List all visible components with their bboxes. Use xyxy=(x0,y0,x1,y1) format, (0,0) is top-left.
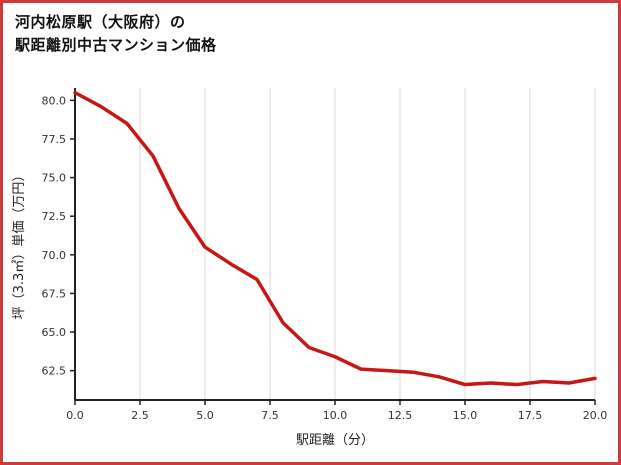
x-tick-label: 0.0 xyxy=(66,409,84,422)
y-tick-label: 75.0 xyxy=(42,172,67,185)
x-tick-label: 2.5 xyxy=(131,409,149,422)
y-tick-label: 70.0 xyxy=(42,249,67,262)
y-tick-label: 65.0 xyxy=(42,326,67,339)
y-tick-label: 80.0 xyxy=(42,94,67,107)
y-axis-ticks: 62.5 65.0 67.5 70.0 72.5 75.0 77.5 80.0 xyxy=(42,94,75,378)
x-axis-label: 駅距離（分） xyxy=(296,433,374,448)
x-tick-label: 15.0 xyxy=(453,409,478,422)
y-tick-label: 62.5 xyxy=(42,365,67,378)
y-axis-label: 坪（3.3㎡）単価（万円） xyxy=(11,169,27,320)
x-gridlines xyxy=(74,88,596,400)
x-tick-label: 20.0 xyxy=(583,409,608,422)
y-tick-label: 67.5 xyxy=(42,287,67,300)
chart-title-line2: 駅距離別中古マンション価格 xyxy=(15,36,217,55)
x-tick-label: 17.5 xyxy=(518,409,543,422)
x-tick-label: 7.5 xyxy=(261,409,279,422)
y-tick-label: 77.5 xyxy=(42,133,67,146)
x-tick-label: 10.0 xyxy=(323,409,348,422)
chart-title-line1: 河内松原駅（大阪府）の xyxy=(15,13,186,31)
line-chart: 0.0 2.5 5.0 7.5 10.0 12.5 15.0 17.5 20.0 62.5 65.0… xyxy=(3,83,618,462)
price-line-chart-svg: 0.0 2.5 5.0 7.5 10.0 12.5 15.0 17.5 20.0 62.5 65.0… xyxy=(11,88,607,448)
y-tick-label: 72.5 xyxy=(42,210,67,223)
x-axis-ticks: 0.0 2.5 5.0 7.5 10.0 12.5 15.0 17.5 20.0 xyxy=(66,400,607,422)
x-tick-label: 5.0 xyxy=(196,409,214,422)
price-line-series xyxy=(73,90,597,387)
x-tick-label: 12.5 xyxy=(388,409,413,422)
chart-title: 河内松原駅（大阪府）の 駅距離別中古マンション価格 xyxy=(15,11,217,58)
